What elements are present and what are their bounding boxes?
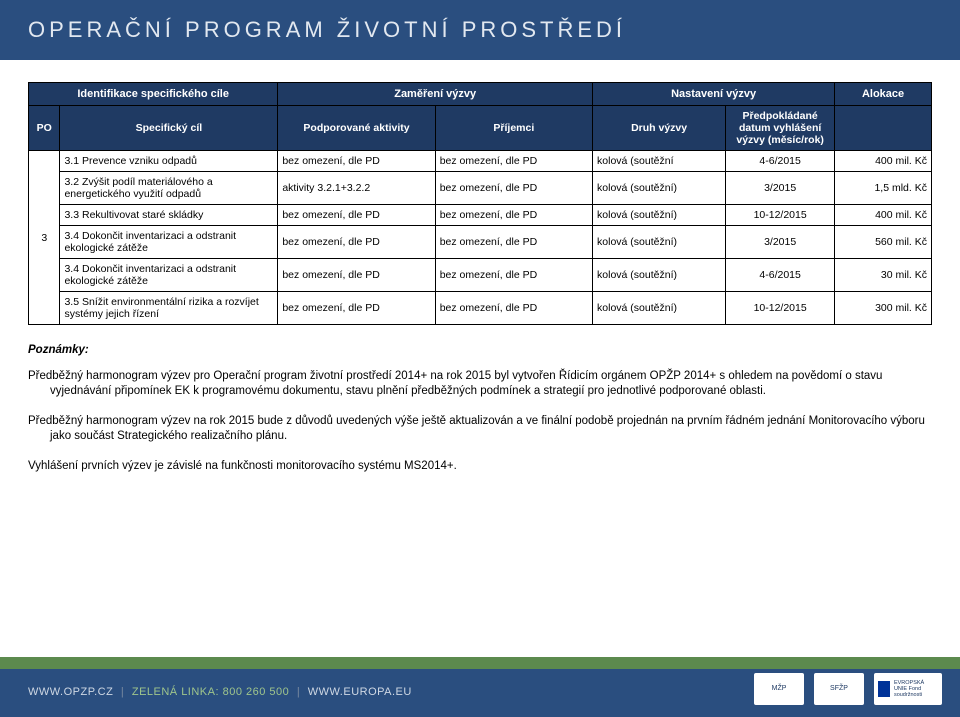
footer-logos: MŽP SFŽP EVROPSKÁ UNIE Fond soudržnosti: [754, 673, 942, 705]
cell-druh: kolová (soutěžní): [593, 292, 726, 325]
cell-cil: 3.1 Prevence vzniku odpadů: [60, 151, 278, 172]
content-area: Identifikace specifického cíle Zaměření …: [0, 60, 960, 657]
cell-cil: 3.2 Zvýšit podíl materiálového a energet…: [60, 172, 278, 205]
th-prij: Příjemci: [435, 106, 592, 151]
cell-cil: 3.5 Snížit environmentální rizika a rozv…: [60, 292, 278, 325]
th-group-alok: Alokace: [835, 83, 932, 106]
cell-akt: aktivity 3.2.1+3.2.2: [278, 172, 435, 205]
notes-p3: Vyhlášení prvních výzev je závislé na fu…: [28, 459, 932, 475]
footer-phone: 800 260 500: [223, 686, 290, 698]
th-akt: Podporované aktivity: [278, 106, 435, 151]
cell-akt: bez omezení, dle PD: [278, 205, 435, 226]
cell-druh: kolová (soutěžní): [593, 205, 726, 226]
footer-text: WWW.OPZP.CZ | ZELENÁ LINKA: 800 260 500 …: [0, 676, 412, 698]
notes-p1: Předběžný harmonogram výzev pro Operační…: [28, 369, 932, 400]
footer-sep-1: |: [121, 686, 124, 698]
cell-akt: bez omezení, dle PD: [278, 292, 435, 325]
logo-sfzp: SFŽP: [814, 673, 864, 705]
cell-prij: bez omezení, dle PD: [435, 292, 592, 325]
th-cil: Specifický cíl: [60, 106, 278, 151]
cell-prij: bez omezení, dle PD: [435, 205, 592, 226]
cell-alok: 560 mil. Kč: [835, 226, 932, 259]
notes-p2: Předběžný harmonogram výzev na rok 2015 …: [28, 414, 932, 445]
table-row: 3.2 Zvýšit podíl materiálového a energet…: [29, 172, 932, 205]
table-row: 3.3 Rekultivovat staré skládkybez omezen…: [29, 205, 932, 226]
table-row: 33.1 Prevence vzniku odpadůbez omezení, …: [29, 151, 932, 172]
cell-alok: 400 mil. Kč: [835, 205, 932, 226]
table-row: 3.5 Snížit environmentální rizika a rozv…: [29, 292, 932, 325]
cell-datum: 10-12/2015: [726, 205, 835, 226]
cell-prij: bez omezení, dle PD: [435, 259, 592, 292]
notes-section: Poznámky: Předběžný harmonogram výzev pr…: [28, 343, 932, 474]
cell-druh: kolová (soutěžní: [593, 151, 726, 172]
cell-datum: 3/2015: [726, 172, 835, 205]
cell-cil: 3.3 Rekultivovat staré skládky: [60, 205, 278, 226]
cell-po: 3: [29, 151, 60, 325]
page-footer: WWW.OPZP.CZ | ZELENÁ LINKA: 800 260 500 …: [0, 657, 960, 717]
footer-sep-2: |: [297, 686, 300, 698]
footer-green-label: ZELENÁ LINKA:: [132, 686, 219, 698]
cell-prij: bez omezení, dle PD: [435, 172, 592, 205]
th-po: PO: [29, 106, 60, 151]
cell-akt: bez omezení, dle PD: [278, 226, 435, 259]
data-table: Identifikace specifického cíle Zaměření …: [28, 82, 932, 325]
cell-druh: kolová (soutěžní): [593, 259, 726, 292]
table-row: 3.4 Dokončit inventarizaci a odstranit e…: [29, 226, 932, 259]
th-datum: Předpokládané datum vyhlášení výzvy (měs…: [726, 106, 835, 151]
footer-eu-site: WWW.EUROPA.EU: [308, 686, 412, 698]
th-alok: [835, 106, 932, 151]
cell-cil: 3.4 Dokončit inventarizaci a odstranit e…: [60, 259, 278, 292]
logo-mzp: MŽP: [754, 673, 804, 705]
cell-alok: 300 mil. Kč: [835, 292, 932, 325]
cell-datum: 10-12/2015: [726, 292, 835, 325]
page-header: OPERAČNÍ PROGRAM ŽIVOTNÍ PROSTŘEDÍ: [0, 0, 960, 60]
cell-prij: bez omezení, dle PD: [435, 226, 592, 259]
header-title: OPERAČNÍ PROGRAM ŽIVOTNÍ PROSTŘEDÍ: [28, 17, 626, 43]
logo-eu: EVROPSKÁ UNIE Fond soudržnosti: [874, 673, 942, 705]
notes-label: Poznámky:: [28, 343, 89, 359]
th-group-zamer: Zaměření výzvy: [278, 83, 593, 106]
cell-alok: 30 mil. Kč: [835, 259, 932, 292]
cell-druh: kolová (soutěžní): [593, 172, 726, 205]
th-druh: Druh výzvy: [593, 106, 726, 151]
th-group-nast: Nastavení výzvy: [593, 83, 835, 106]
footer-green-strip: [0, 657, 960, 669]
eu-flag-icon: [878, 681, 890, 697]
th-group-ident: Identifikace specifického cíle: [29, 83, 278, 106]
cell-akt: bez omezení, dle PD: [278, 259, 435, 292]
cell-akt: bez omezení, dle PD: [278, 151, 435, 172]
cell-druh: kolová (soutěžní): [593, 226, 726, 259]
cell-cil: 3.4 Dokončit inventarizaci a odstranit e…: [60, 226, 278, 259]
eu-text: EVROPSKÁ UNIE Fond soudržnosti: [894, 680, 938, 698]
cell-datum: 4-6/2015: [726, 259, 835, 292]
cell-alok: 400 mil. Kč: [835, 151, 932, 172]
table-row: 3.4 Dokončit inventarizaci a odstranit e…: [29, 259, 932, 292]
cell-datum: 4-6/2015: [726, 151, 835, 172]
cell-alok: 1,5 mld. Kč: [835, 172, 932, 205]
footer-site: WWW.OPZP.CZ: [28, 686, 113, 698]
cell-prij: bez omezení, dle PD: [435, 151, 592, 172]
cell-datum: 3/2015: [726, 226, 835, 259]
